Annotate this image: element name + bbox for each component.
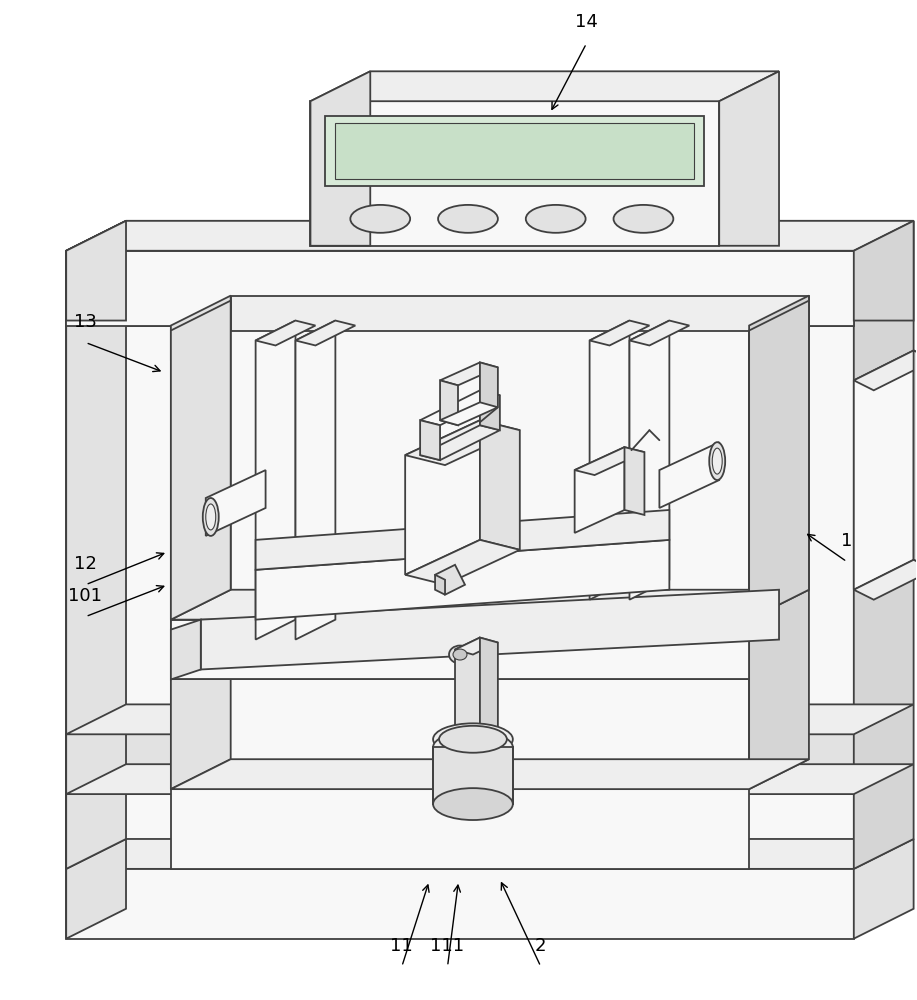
Ellipse shape [438, 205, 498, 233]
Polygon shape [295, 321, 355, 345]
Polygon shape [854, 221, 913, 869]
Polygon shape [749, 251, 854, 869]
Text: 13: 13 [74, 313, 97, 331]
Polygon shape [311, 71, 370, 246]
Polygon shape [629, 321, 669, 600]
Polygon shape [659, 442, 719, 508]
Text: 1: 1 [842, 532, 853, 550]
Polygon shape [420, 425, 500, 460]
Polygon shape [256, 321, 295, 640]
Polygon shape [575, 447, 645, 475]
Polygon shape [295, 321, 336, 640]
Polygon shape [66, 221, 913, 251]
Text: 2: 2 [535, 937, 547, 955]
Polygon shape [405, 420, 520, 465]
Ellipse shape [453, 649, 467, 660]
Polygon shape [201, 590, 779, 669]
Polygon shape [749, 296, 809, 360]
Polygon shape [256, 510, 669, 570]
Ellipse shape [439, 726, 507, 753]
Polygon shape [66, 221, 913, 251]
Polygon shape [171, 590, 809, 620]
Polygon shape [480, 362, 498, 422]
Polygon shape [171, 326, 749, 789]
Polygon shape [405, 420, 480, 575]
Polygon shape [171, 296, 231, 789]
Polygon shape [854, 221, 913, 321]
Polygon shape [231, 296, 809, 331]
Polygon shape [455, 638, 498, 655]
Polygon shape [336, 123, 694, 179]
Polygon shape [480, 420, 520, 550]
Polygon shape [575, 447, 624, 533]
Ellipse shape [350, 205, 410, 233]
Polygon shape [433, 747, 513, 804]
Polygon shape [66, 794, 854, 869]
Polygon shape [205, 470, 266, 536]
Text: 101: 101 [69, 587, 103, 605]
Polygon shape [311, 71, 779, 101]
Polygon shape [405, 540, 520, 585]
Polygon shape [854, 350, 913, 590]
Polygon shape [66, 221, 126, 869]
Ellipse shape [433, 723, 513, 755]
Polygon shape [171, 296, 809, 326]
Ellipse shape [205, 504, 215, 530]
Ellipse shape [613, 205, 673, 233]
Ellipse shape [713, 448, 723, 474]
Polygon shape [171, 620, 201, 679]
Polygon shape [913, 350, 917, 570]
Ellipse shape [709, 442, 725, 480]
Polygon shape [590, 321, 649, 345]
Polygon shape [420, 390, 500, 425]
Polygon shape [480, 390, 500, 430]
Polygon shape [326, 116, 704, 186]
Polygon shape [435, 575, 445, 595]
Polygon shape [66, 839, 126, 939]
Polygon shape [171, 296, 231, 360]
Polygon shape [66, 704, 913, 734]
Polygon shape [435, 565, 465, 595]
Polygon shape [440, 362, 498, 385]
Ellipse shape [433, 788, 513, 820]
Polygon shape [66, 251, 171, 869]
Polygon shape [854, 350, 917, 390]
Polygon shape [455, 638, 480, 751]
Polygon shape [66, 251, 854, 326]
Polygon shape [420, 420, 440, 460]
Ellipse shape [203, 498, 219, 536]
Polygon shape [629, 321, 690, 345]
Polygon shape [624, 447, 645, 515]
Polygon shape [66, 734, 854, 794]
Polygon shape [66, 764, 913, 794]
Polygon shape [854, 839, 913, 939]
Polygon shape [749, 301, 809, 620]
Text: 12: 12 [74, 555, 97, 573]
Polygon shape [66, 221, 126, 321]
Polygon shape [749, 296, 809, 789]
Polygon shape [854, 560, 917, 600]
Polygon shape [590, 321, 629, 600]
Polygon shape [256, 540, 669, 620]
Text: 14: 14 [575, 13, 598, 31]
Polygon shape [66, 869, 854, 939]
Polygon shape [440, 380, 458, 425]
Ellipse shape [525, 205, 586, 233]
Polygon shape [171, 789, 749, 869]
Text: 111: 111 [430, 937, 465, 955]
Polygon shape [171, 620, 749, 679]
Polygon shape [66, 251, 854, 326]
Polygon shape [440, 402, 498, 425]
Text: 11: 11 [391, 937, 414, 955]
Polygon shape [256, 321, 315, 345]
Polygon shape [480, 638, 498, 747]
Polygon shape [719, 71, 779, 246]
Polygon shape [66, 839, 913, 869]
Polygon shape [171, 759, 809, 789]
Ellipse shape [449, 646, 471, 664]
Ellipse shape [433, 731, 513, 763]
Polygon shape [171, 620, 749, 679]
Polygon shape [171, 301, 231, 620]
Polygon shape [311, 101, 719, 246]
